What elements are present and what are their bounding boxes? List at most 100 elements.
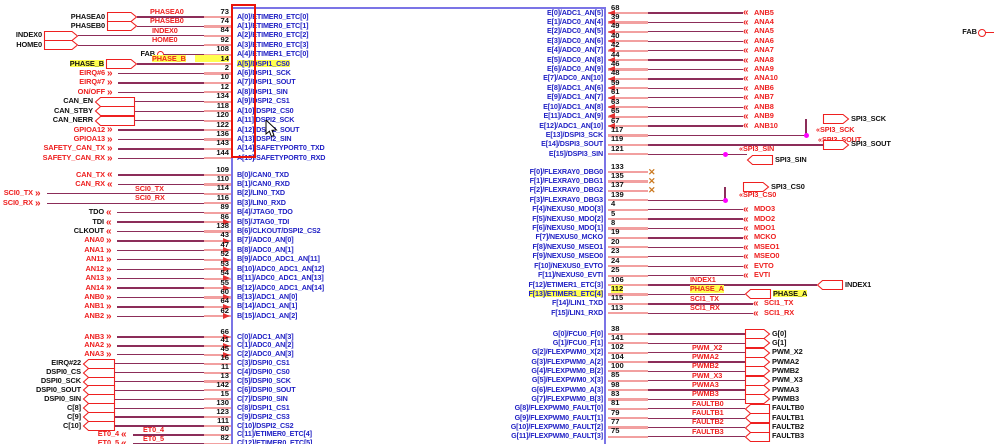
wire[interactable] [118, 183, 204, 186]
wire[interactable] [648, 265, 743, 267]
pin-number[interactable]: 42 [611, 40, 620, 50]
pin-number[interactable]: 89 [220, 202, 229, 212]
pin-number[interactable]: 109 [216, 164, 229, 174]
port-label[interactable]: PHASE_B [69, 58, 104, 68]
port-label[interactable]: DSPI0_CS [46, 367, 81, 377]
chevron-flag-icon[interactable]: « [743, 120, 749, 132]
port-label[interactable]: GPIOA13 [73, 133, 105, 143]
port-label[interactable]: SCI0_RX [2, 197, 33, 207]
port-flag-icon[interactable] [106, 21, 138, 32]
port-label[interactable]: TDI [92, 216, 104, 226]
port-flag-icon[interactable] [744, 394, 771, 405]
pin-name[interactable]: C[3]/DSPI0_CS1 [237, 358, 290, 368]
port-label[interactable]: C[9] [67, 411, 81, 421]
wire[interactable] [648, 274, 743, 277]
pin-stub[interactable] [608, 49, 648, 52]
chevron-flag-icon[interactable]: » [107, 143, 113, 155]
pin-number[interactable]: 82 [220, 433, 229, 443]
port-flag-icon[interactable] [742, 182, 770, 193]
wire[interactable] [648, 303, 753, 305]
chevron-flag-icon[interactable]: » [106, 244, 112, 256]
net-label[interactable]: «SPI3_SOUT [818, 134, 862, 144]
port-label[interactable]: INDEX0 [15, 30, 42, 40]
wire[interactable] [117, 212, 204, 214]
pin-stub[interactable] [608, 293, 648, 296]
pin-stub[interactable] [204, 398, 231, 401]
chevron-flag-icon[interactable]: » [107, 77, 113, 89]
port-label[interactable]: SCI1_RX [764, 307, 795, 317]
pin-number[interactable]: 14 [195, 54, 229, 63]
pin-number[interactable]: 104 [611, 351, 624, 361]
chevron-flag-icon[interactable]: » [106, 310, 112, 322]
wire[interactable] [648, 380, 745, 382]
wire[interactable] [117, 230, 204, 233]
port-label[interactable]: ANB1 [84, 301, 104, 311]
pin-stub[interactable] [204, 353, 231, 356]
pin-number[interactable]: 65 [611, 106, 620, 116]
wire[interactable] [117, 296, 204, 299]
pin-number[interactable]: 39 [611, 11, 620, 21]
wire[interactable] [648, 50, 743, 52]
pin-number[interactable]: 143 [216, 138, 229, 148]
chevron-flag-icon[interactable]: « [743, 111, 749, 123]
pin-name[interactable]: C[6]/DSPI0_SOUT [237, 384, 296, 394]
chevron-flag-icon[interactable]: « [743, 45, 749, 57]
port-flag-icon[interactable] [744, 347, 771, 358]
pin-name[interactable]: E[7]/ADC0_AN[10] [543, 73, 603, 83]
pin-number[interactable]: 113 [611, 302, 624, 312]
port-label[interactable]: PWM_X2 [772, 347, 803, 357]
pin-stub[interactable] [204, 15, 231, 19]
pin-stub[interactable] [608, 21, 648, 24]
net-label[interactable]: PHASE_A [690, 284, 724, 294]
port-flag-icon[interactable] [822, 114, 850, 125]
pin-name[interactable]: B[8]/ADC0_AN[1] [237, 244, 294, 254]
pin-stub[interactable] [608, 332, 648, 336]
port-flag-icon[interactable] [94, 115, 136, 126]
pin-name[interactable]: E[2]/ADC0_AN[5] [546, 26, 603, 36]
wire[interactable] [648, 342, 745, 344]
pin-number[interactable]: 41 [220, 335, 229, 345]
pin-stub[interactable] [608, 227, 648, 230]
wire[interactable] [648, 246, 743, 248]
chevron-flag-icon[interactable]: « [743, 92, 749, 104]
chevron-flag-icon[interactable]: » [106, 273, 112, 285]
pin-name[interactable]: A[8]/DSPI1_SIN [237, 86, 288, 96]
pin-number[interactable]: 106 [611, 274, 624, 284]
pin-name[interactable]: C[9]/DSPI2_CS3 [237, 411, 290, 421]
chevron-flag-icon[interactable]: « [743, 35, 749, 47]
pin-name[interactable]: E[3]/ADC0_AN[6] [546, 35, 603, 45]
pin-name[interactable]: F[0]/FLEXRAY0_DBG0 [529, 166, 603, 176]
net-label[interactable]: «SPI3_SIN [739, 144, 775, 154]
pin-stub[interactable] [608, 68, 648, 71]
chevron-flag-icon[interactable]: » [35, 188, 41, 200]
net-label[interactable]: PWMA3 [692, 379, 719, 389]
port-label[interactable]: ANB8 [754, 101, 774, 111]
wire[interactable] [648, 209, 743, 211]
pin-number[interactable]: 53 [220, 258, 229, 268]
pin-stub[interactable] [204, 424, 231, 428]
pin-number[interactable]: 74 [220, 15, 229, 25]
pin-name[interactable]: B[10]/ADC0_ADC1_AN[12] [237, 263, 324, 273]
port-label[interactable]: MSEO1 [754, 241, 780, 251]
pin-number[interactable]: 133 [611, 161, 624, 171]
pin-stub[interactable] [204, 407, 231, 410]
pin-number[interactable]: 24 [611, 255, 620, 265]
port-label[interactable]: SAFETY_CAN_RX [42, 152, 105, 162]
pin-name[interactable]: B[2]/LIN0_TXD [237, 188, 285, 198]
pin-name[interactable]: B[9]/ADC0_ADC1_AN[11] [237, 254, 320, 264]
chevron-flag-icon[interactable]: « [121, 429, 127, 441]
pin-number[interactable]: 59 [611, 77, 620, 87]
port-label[interactable]: ANA5 [754, 26, 774, 36]
port-flag-icon[interactable] [744, 375, 771, 386]
pin-number[interactable]: 2 [224, 63, 229, 73]
pin-number[interactable]: 5 [611, 208, 616, 218]
chevron-flag-icon[interactable]: « [106, 225, 112, 237]
wire[interactable] [648, 87, 743, 89]
pin-stub[interactable] [608, 199, 648, 202]
pin-name[interactable]: F[13]/ETIMER1_ETC[4] [528, 288, 603, 298]
port-label[interactable]: MDO1 [754, 223, 775, 233]
port-label[interactable]: ANA2 [84, 340, 104, 350]
port-label[interactable]: MCKO [754, 232, 777, 242]
wire[interactable] [164, 54, 204, 56]
pin-number[interactable]: 118 [216, 100, 229, 110]
